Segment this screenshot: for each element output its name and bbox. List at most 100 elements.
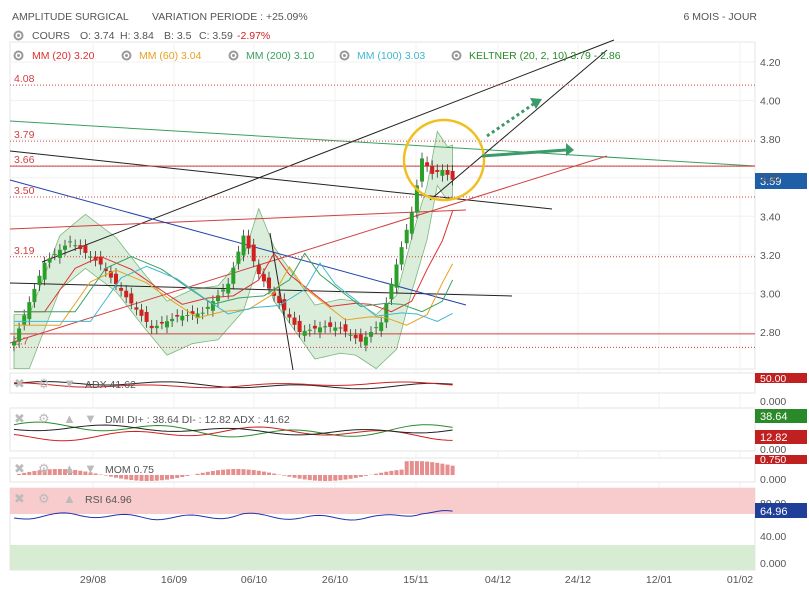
momentum-bar [450,465,455,475]
momentum-bar [338,475,343,481]
candle-body [190,311,195,315]
momentum-bar [267,472,271,475]
momentum-bar [241,469,246,475]
rsi-badge-value: 64.96 [760,506,788,518]
arrow-down-icon[interactable]: ▼ [63,376,76,391]
candle-body [363,336,368,346]
gear-icon[interactable] [451,50,462,61]
gear-icon[interactable] [228,50,239,61]
legend-mm20: MM (20) 3.20 [32,50,95,62]
candle-body [68,241,73,243]
momentum-bar [328,475,333,481]
momentum-bar [379,472,384,475]
candle-body [124,290,129,298]
rsi-label: RSI 64.96 [85,494,132,506]
momentum-bar [175,475,180,478]
momentum-bar [348,475,353,479]
target-arrow [481,148,567,158]
candle-body [180,315,185,321]
dmi-badge-up-value: 38.64 [760,411,788,423]
momentum-bar [420,461,424,475]
close-icon[interactable]: ✖ [14,491,25,506]
candle-body [47,258,52,263]
candle-body [323,326,328,328]
momentum-bar [134,475,139,481]
period-selector[interactable]: 6 MOIS - JOUR [683,11,757,23]
candle-body [261,274,266,282]
momentum-bar [57,469,62,475]
candle-body [114,273,118,285]
gear-icon[interactable] [121,50,132,61]
momentum-bar [374,473,379,475]
momentum-bar [251,470,256,475]
candle-body [287,314,292,318]
arrow-down-icon[interactable]: ▼ [84,411,97,426]
candle-body [78,245,83,250]
candle-body [170,318,175,322]
momentum-bar [68,469,73,475]
annotations: 3.59 [402,98,807,202]
gear-icon[interactable]: ⚙ [38,376,50,391]
arrow-up-icon[interactable]: ▲ [63,491,76,506]
arrow-up-icon[interactable]: ▲ [63,411,76,426]
candle-body [231,267,236,284]
momentum-bar [430,462,435,475]
arrow-down-icon[interactable]: ▼ [84,461,97,476]
candle-body [103,268,108,272]
momentum-bar [282,475,287,476]
momentum-bar [144,475,149,481]
candle-body [42,262,47,280]
candle-body [445,170,450,175]
momentum-bar [200,472,205,475]
gear-icon[interactable] [339,50,350,61]
close-icon[interactable]: ✖ [14,411,25,426]
candle-body [277,295,282,304]
momentum-bar [256,470,261,475]
candle-body [348,334,353,336]
momentum-bar [333,475,338,481]
gear-icon[interactable]: ⚙ [38,461,50,476]
momentum-bar [353,475,358,478]
candle-body [338,327,343,329]
candle-body [22,315,27,325]
target-arrow-dashed [486,101,536,138]
y-tick-label: 3.20 [760,250,781,262]
x-tick-label: 16/09 [161,574,187,586]
candle-body [328,322,333,327]
candle-body [210,301,215,311]
candle-body [52,254,57,256]
candle-body [292,317,297,325]
close-icon[interactable]: ✖ [14,376,25,391]
open-value: O: 3.74 [80,30,115,42]
cours-label: COURS [32,30,70,42]
candle-body [420,158,424,182]
arrow-head [566,143,574,156]
candle-body [129,293,134,304]
candle-body [440,170,445,176]
momentum-bar [236,469,241,475]
period-variation: VARIATION PERIODE : +25.09% [152,11,308,23]
gear-icon[interactable]: ⚙ [38,491,50,506]
momentum-bar [165,475,169,480]
x-tick-label: 26/10 [322,574,348,586]
momentum-bar [78,470,83,475]
gear-icon[interactable] [13,50,24,61]
gear-icon[interactable] [13,30,24,41]
momentum-bar [226,469,231,475]
x-tick-label: 04/12 [485,574,511,586]
momentum-bar [27,471,32,475]
candle-body [399,247,404,265]
candle-body [374,327,379,329]
dmi-badge-up [755,409,807,423]
rsi-oversold-zone [10,545,755,570]
gear-icon[interactable]: ⚙ [38,411,50,426]
arrow-up-icon[interactable]: ▲ [63,461,76,476]
momentum-bar [37,470,42,475]
close-icon[interactable]: ✖ [14,461,25,476]
trend-line [9,120,756,167]
dmi-badge-down-value: 12.82 [760,432,788,444]
indicator-panels: 50.000.00038.6412.820.0000.7500.00080.00… [9,372,807,571]
momentum-bar [297,475,302,479]
momentum-bar [261,471,266,475]
